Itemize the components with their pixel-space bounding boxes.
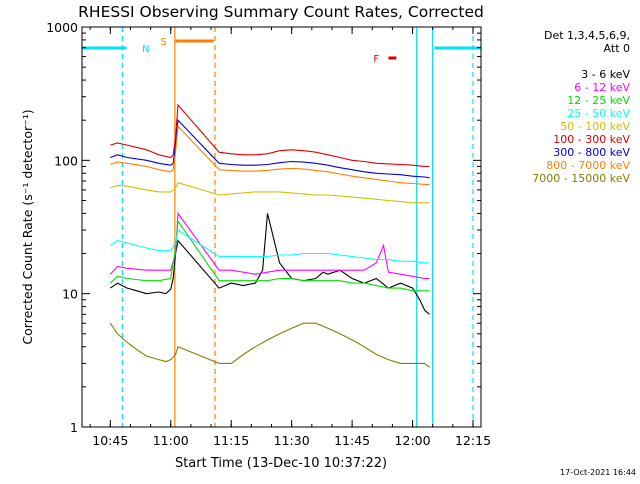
legend-entry-0: 3 - 6 keV (581, 68, 630, 81)
detector-list: Det 1,3,4,5,6,9, (544, 29, 630, 42)
series-line-3 (109, 229, 430, 264)
chart-title: RHESSI Observing Summary Count Rates, Co… (78, 3, 484, 21)
legend-entry-2: 12 - 25 keV (567, 94, 630, 107)
flag-vertical-lines (121, 27, 474, 427)
flag-label-n: N (142, 44, 149, 55)
series-line-8 (109, 322, 430, 368)
flag-label-f: F (373, 54, 379, 65)
series-lines (109, 103, 430, 368)
legend-entry-3: 25 - 50 keV (567, 107, 630, 120)
series-line-2 (109, 219, 430, 292)
y-tick-label-1: 10 (62, 287, 78, 302)
x-tick-label-0: 10:45 (92, 433, 128, 448)
x-tick-label-3: 11:30 (274, 433, 310, 448)
flag-bars: NS F (82, 37, 481, 65)
x-axis-label: Start Time (13-Dec-10 10:37:22) (175, 456, 387, 471)
attenuator-state: Att 0 (604, 42, 630, 55)
x-tick-label-2: 11:15 (213, 433, 249, 448)
y-tick-label-2: 100 (54, 153, 78, 168)
legend-entry-7: 800 - 7000 keV (546, 159, 630, 172)
x-tick-label-4: 11:45 (334, 433, 370, 448)
x-tick-label-1: 11:00 (153, 433, 189, 448)
y-tick-label-0: 1 (70, 420, 78, 435)
series-line-1 (109, 211, 430, 280)
flag-label-s: S (160, 37, 166, 48)
footer-date: 17-Oct-2021 16:44 (560, 468, 636, 477)
legend-entry-1: 6 - 12 keV (574, 81, 630, 94)
series-line-4 (110, 182, 430, 204)
series-line-7 (110, 125, 430, 185)
x-tick-label-6: 12:15 (455, 433, 491, 448)
axis-ticks: 10:45 11:00 11:15 11:30 11:45 12:00 12:15 1 10 10… (46, 20, 491, 448)
y-axis-label: Corrected Count Rate (s⁻¹ detector⁻¹) (20, 109, 35, 344)
series-line-0 (109, 213, 430, 315)
legend-entry-8: 7000 - 15000 keV (532, 172, 630, 185)
y-tick-label-3: 1000 (46, 20, 78, 35)
legend-entry-5: 100 - 300 keV (553, 133, 630, 146)
plot-frame (81, 26, 482, 428)
series-line-6 (110, 118, 430, 179)
legend-entry-6: 300 - 800 keV (553, 146, 630, 159)
x-tick-label-5: 12:00 (395, 433, 431, 448)
legend-entry-4: 50 - 100 keV (560, 120, 630, 133)
series-line-5 (110, 103, 430, 167)
